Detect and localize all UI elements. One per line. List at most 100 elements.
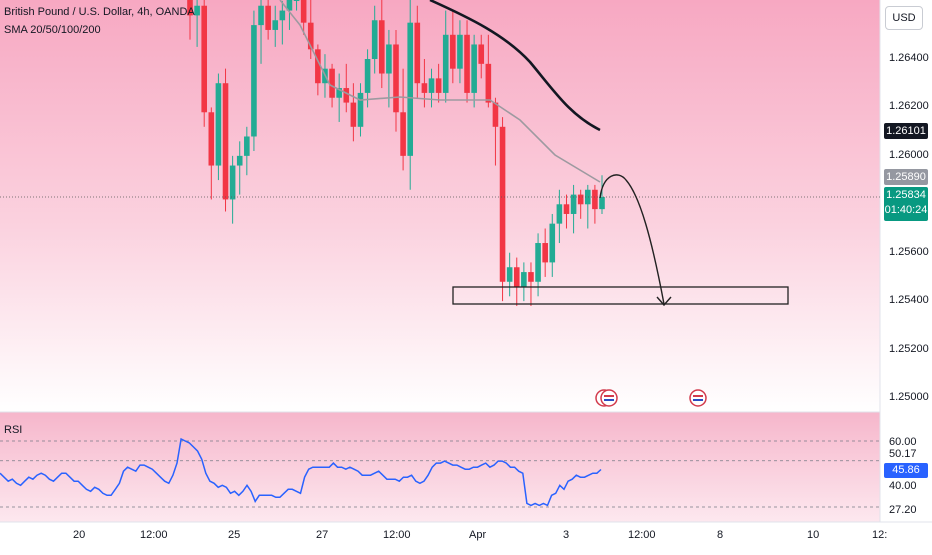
event-icon-group[interactable]	[595, 389, 707, 407]
candle-body	[364, 59, 371, 93]
candle-body	[336, 88, 342, 98]
price-tick-1.25400: 1.25400	[889, 294, 929, 307]
candle-body	[570, 194, 577, 214]
time-label-1200-b: 12:00	[383, 529, 411, 541]
candle-body	[386, 44, 392, 74]
symbol-title[interactable]: British Pound / U.S. Dollar, 4h, OANDA	[4, 6, 195, 18]
time-label-25: 25	[228, 529, 241, 541]
candle-body	[592, 189, 598, 210]
candle-body	[549, 223, 556, 263]
candle-body	[229, 165, 236, 200]
last-price-badge: 1.25834 01:40:24	[884, 187, 928, 221]
candle-body	[215, 83, 222, 166]
rsi-title[interactable]: RSI	[4, 424, 23, 436]
candle-body	[350, 102, 357, 127]
indicator-legend[interactable]: SMA 20/50/100/200	[4, 24, 101, 36]
candle-body	[265, 5, 271, 30]
sma-line-black	[429, 0, 601, 132]
rsi-pane-bg	[0, 412, 880, 522]
flag-stripe-icon	[604, 395, 614, 397]
price-tick-1.26000: 1.26000	[889, 148, 929, 161]
candle-body	[471, 44, 477, 93]
candle-body	[279, 10, 286, 21]
rsi-current-badge: 45.86	[884, 463, 928, 478]
candlesticks	[187, 0, 605, 306]
candle-body	[528, 272, 534, 282]
candle-body	[450, 34, 456, 69]
candle-body	[251, 25, 257, 137]
candle-body	[464, 34, 470, 93]
rsi-tick-50: 50.17	[889, 448, 917, 460]
rsi-tick-27: 27.20	[889, 504, 917, 516]
candle-body	[393, 44, 399, 113]
candle-body	[499, 126, 506, 282]
time-label-10: 10	[807, 529, 820, 541]
last-price-value: 1.25834	[886, 189, 926, 201]
flag-stripe-icon	[604, 399, 614, 401]
candle-body	[329, 68, 335, 98]
time-label-12: 12:	[872, 529, 888, 541]
price-tick-1.26200: 1.26200	[889, 100, 929, 113]
candle-body	[293, 0, 300, 1]
candle-body	[428, 78, 435, 93]
candle-body	[236, 155, 243, 166]
time-label-27: 27	[316, 529, 329, 541]
candle-body	[187, 0, 193, 16]
sma-line-gray	[279, 0, 601, 183]
candle-body	[194, 5, 200, 16]
candle-body	[513, 267, 520, 287]
candle-body	[201, 5, 208, 113]
price-pane-bg	[0, 0, 880, 412]
candle-body	[371, 20, 378, 60]
candle-body	[378, 20, 385, 74]
candle-body	[300, 0, 307, 23]
candle-body	[272, 20, 279, 30]
candle-body	[457, 34, 463, 69]
time-label-20: 20	[73, 529, 86, 541]
rsi-tick-40: 40.00	[889, 480, 917, 492]
target-zone-rectangle[interactable]	[452, 286, 789, 305]
currency-button[interactable]: USD	[885, 6, 923, 30]
candle-body	[244, 136, 250, 156]
candle-body	[208, 112, 215, 166]
candle-body	[258, 5, 264, 26]
candle-body	[492, 102, 499, 127]
flag-stripe-icon	[693, 395, 703, 397]
rsi-pane	[0, 437, 880, 508]
price-tick-1.25000: 1.25000	[889, 391, 929, 403]
price-tick-1.26400: 1.26400	[889, 52, 929, 64]
projection-arrow[interactable]	[599, 174, 665, 305]
us-flag-icon[interactable]	[689, 389, 707, 407]
candle-body	[556, 204, 563, 224]
candle-body	[478, 44, 485, 64]
candle-body	[577, 194, 584, 205]
flag-stripe-icon	[693, 399, 703, 401]
candle-body	[357, 92, 364, 127]
candle-body	[485, 63, 492, 103]
moving-averages	[279, 0, 601, 183]
price-tick-1.25200: 1.25200	[889, 342, 929, 355]
candle-body	[506, 267, 513, 282]
candle-body	[421, 83, 428, 93]
candle-body	[521, 272, 527, 287]
candle-body	[286, 0, 293, 11]
candle-body	[599, 197, 605, 210]
time-label-apr: Apr	[469, 529, 487, 541]
candle-body	[535, 243, 541, 282]
rsi-tick-60: 60.00	[889, 436, 917, 448]
candle-body	[442, 34, 449, 93]
us-flag-icon[interactable]	[600, 389, 618, 407]
arrow-head-icon	[656, 296, 672, 307]
candle-body	[435, 78, 442, 93]
time-label-8: 8	[717, 529, 724, 541]
candle-body	[315, 49, 321, 84]
time-label-1200-c: 12:00	[628, 529, 656, 541]
price-tick-1.25600: 1.25600	[889, 245, 929, 258]
sma-gray-price-badge: 1.25890	[884, 169, 928, 185]
candle-body	[400, 112, 406, 156]
candle-body	[222, 83, 229, 200]
candle-body	[563, 204, 570, 214]
candle-body	[414, 22, 421, 84]
rsi-line	[0, 437, 602, 507]
